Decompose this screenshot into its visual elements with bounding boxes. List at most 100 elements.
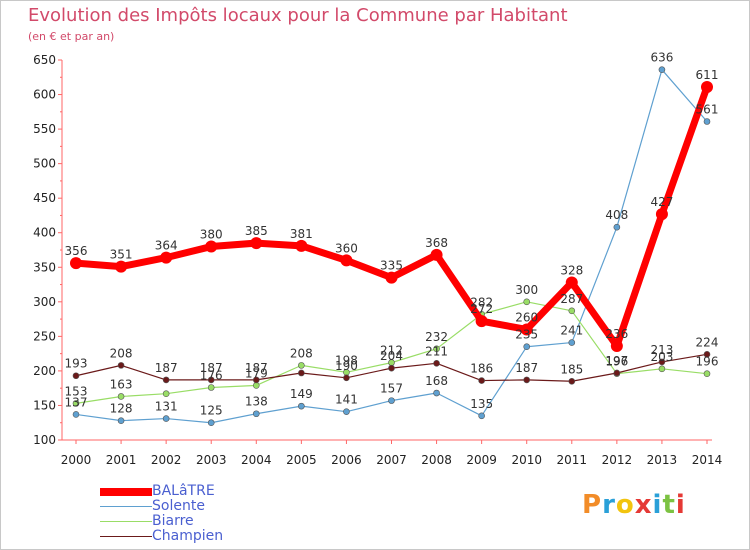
data-label-champien: 213 xyxy=(650,343,673,357)
data-label-champien: 224 xyxy=(696,335,719,349)
data-label-bal-tre: 381 xyxy=(290,227,313,241)
data-label-solente: 137 xyxy=(65,395,88,409)
legend-swatch xyxy=(100,487,152,496)
y-tick-label: 450 xyxy=(33,191,56,205)
data-label-champien: 204 xyxy=(380,349,403,363)
data-point-champien xyxy=(658,358,666,366)
data-point-champien xyxy=(478,377,485,384)
data-point-champien xyxy=(388,364,395,372)
data-label-biarre: 196 xyxy=(696,355,719,369)
data-point-biarre xyxy=(703,370,711,377)
data-point-biarre xyxy=(523,298,531,306)
y-tick-label: 300 xyxy=(33,295,56,309)
data-label-biarre: 176 xyxy=(200,368,223,382)
data-label-champien: 197 xyxy=(605,354,628,368)
data-point-champien xyxy=(433,360,440,367)
data-label-solente: 138 xyxy=(245,395,268,409)
data-point-solente xyxy=(72,411,80,418)
data-label-biarre: 282 xyxy=(470,295,493,309)
data-point-biarre xyxy=(117,393,125,400)
data-label-solente: 125 xyxy=(200,404,223,418)
data-label-bal-tre: 356 xyxy=(65,244,88,258)
data-label-bal-tre: 380 xyxy=(200,228,223,242)
legend-swatch xyxy=(100,506,152,507)
legend-item: Champien xyxy=(100,529,223,544)
logo-letter: i xyxy=(675,490,686,520)
chart-subtitle: (en € et par an) xyxy=(28,30,115,43)
data-label-champien: 187 xyxy=(200,361,223,375)
data-label-biarre: 300 xyxy=(515,283,538,297)
logo-letter: i xyxy=(652,490,663,520)
logo-letter: r xyxy=(602,490,616,520)
data-point-bal-tre xyxy=(520,323,533,336)
data-label-solente: 408 xyxy=(605,208,628,222)
data-point-bal-tre xyxy=(475,315,488,328)
data-label-biarre: 153 xyxy=(65,384,88,398)
data-label-solente: 561 xyxy=(696,102,719,116)
data-point-bal-tre xyxy=(565,276,578,289)
data-point-bal-tre xyxy=(115,260,128,273)
data-label-solente: 636 xyxy=(650,51,673,65)
x-tick-label: 2014 xyxy=(692,453,723,467)
logo-letter: o xyxy=(615,490,635,520)
data-label-solente: 131 xyxy=(155,400,178,414)
y-tick-label: 500 xyxy=(33,157,56,171)
data-label-champien: 186 xyxy=(470,362,493,376)
data-label-bal-tre: 335 xyxy=(380,259,403,273)
data-label-bal-tre: 328 xyxy=(560,263,583,277)
data-point-bal-tre xyxy=(70,257,82,270)
legend-item: Biarre xyxy=(100,514,223,529)
data-point-solente xyxy=(388,397,395,404)
data-label-bal-tre: 611 xyxy=(696,68,719,82)
data-label-bal-tre: 236 xyxy=(605,327,628,341)
legend-item: BALâTRE xyxy=(100,484,223,499)
data-point-solente xyxy=(568,339,576,346)
y-tick-label: 150 xyxy=(33,398,56,412)
x-tick-label: 2002 xyxy=(151,453,182,467)
data-label-bal-tre: 368 xyxy=(425,236,448,250)
data-label-bal-tre: 360 xyxy=(335,241,358,255)
data-point-champien xyxy=(298,369,305,377)
data-point-bal-tre xyxy=(701,80,713,93)
data-label-champien: 187 xyxy=(245,361,268,375)
data-point-solente xyxy=(252,410,260,418)
x-tick-label: 2000 xyxy=(61,453,92,467)
chart-title: Evolution des Impôts locaux pour la Comm… xyxy=(28,5,568,26)
data-label-biarre: 232 xyxy=(425,330,448,344)
data-point-champien xyxy=(613,369,621,377)
data-label-solente: 157 xyxy=(380,382,403,396)
data-label-biarre: 287 xyxy=(560,292,583,306)
data-label-solente: 135 xyxy=(470,397,493,411)
data-label-bal-tre: 364 xyxy=(155,239,178,253)
data-point-bal-tre xyxy=(610,340,623,353)
data-label-biarre: 208 xyxy=(290,346,313,360)
legend-swatch xyxy=(100,536,152,537)
data-point-solente xyxy=(343,408,350,415)
data-point-champien xyxy=(703,351,711,358)
legend-item: Solente xyxy=(100,499,223,514)
data-label-biarre: 203 xyxy=(650,350,673,364)
data-label-solente: 241 xyxy=(560,324,583,338)
data-point-solente xyxy=(162,415,170,422)
proxiti-logo: Proxiti xyxy=(582,490,686,520)
legend-label: Champien xyxy=(152,528,224,544)
x-tick-label: 2005 xyxy=(286,453,317,467)
data-label-champien: 187 xyxy=(155,361,178,375)
logo-letter: t xyxy=(662,490,676,520)
data-point-champien xyxy=(162,376,170,384)
x-tick-label: 2001 xyxy=(106,453,137,467)
data-label-champien: 193 xyxy=(65,357,88,371)
data-label-biarre: 198 xyxy=(335,353,358,367)
data-label-solente: 128 xyxy=(110,402,133,416)
data-label-bal-tre: 351 xyxy=(110,248,133,262)
legend-swatch xyxy=(100,521,152,522)
y-tick-label: 350 xyxy=(33,260,56,274)
x-tick-label: 2009 xyxy=(466,453,497,467)
data-point-biarre xyxy=(433,345,440,353)
x-tick-label: 2013 xyxy=(647,453,678,467)
data-point-solente xyxy=(703,118,711,125)
data-label-bal-tre: 272 xyxy=(470,302,493,316)
y-tick-label: 250 xyxy=(33,329,56,343)
data-point-biarre xyxy=(298,362,305,369)
